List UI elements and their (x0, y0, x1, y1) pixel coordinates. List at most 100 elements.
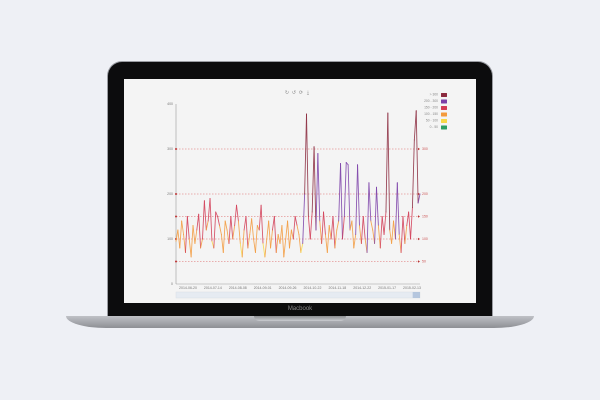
series-segment (411, 139, 415, 208)
series-segment (326, 225, 330, 253)
mark-line-arrow (418, 237, 420, 241)
series-segment (253, 238, 256, 253)
series-segment (340, 162, 343, 240)
series-segment (281, 225, 285, 258)
x-tick-label: 2014-12-22 (353, 286, 371, 290)
series-segment (289, 229, 292, 249)
series-segment (360, 216, 364, 244)
mark-line-arrow (418, 147, 420, 151)
series-segment (285, 220, 289, 240)
series-segment (294, 216, 298, 226)
series-segment (188, 238, 192, 258)
y-tick-label: 200 (167, 192, 173, 196)
series-segment (313, 146, 317, 231)
legend-swatch[interactable] (441, 106, 447, 110)
y-tick-label: 300 (167, 147, 173, 151)
y-tick-label: 400 (167, 102, 173, 106)
series-segment (319, 220, 323, 244)
series-segment (215, 211, 219, 217)
series-segment (200, 238, 203, 249)
x-tick-label: 2014-08-08 (229, 286, 247, 290)
download-icon[interactable]: ⤓ (307, 90, 310, 96)
zoom-back-icon[interactable]: ↺ (292, 90, 296, 96)
series-segment (202, 200, 205, 240)
series-segment (241, 229, 245, 258)
series-segment (410, 207, 413, 240)
legend-label: 200 - 300 (424, 99, 438, 103)
series-segment (186, 216, 190, 240)
series-segment (228, 216, 232, 244)
series-segment (341, 216, 345, 240)
series-segment (209, 198, 213, 242)
series-segment (311, 146, 315, 213)
x-tick-label: 2014-07-14 (204, 286, 222, 290)
series-segment (381, 216, 385, 235)
series-segment (355, 164, 359, 235)
series-segment (347, 164, 351, 231)
mark-line-start-dot (175, 260, 177, 263)
series-segment (302, 193, 306, 244)
series-segment (220, 234, 224, 253)
data-zoom-handle[interactable] (412, 292, 420, 298)
series-segment (345, 162, 349, 166)
mark-line-label: 200 (422, 192, 428, 196)
refresh-icon[interactable]: ⟳ (299, 90, 304, 96)
legend-swatch[interactable] (441, 125, 447, 130)
mark-line-label: 100 (422, 237, 428, 241)
series-segment (328, 225, 332, 240)
legend-swatch[interactable] (441, 93, 447, 97)
data-zoom-slider[interactable] (175, 291, 421, 299)
series-segment (338, 162, 342, 222)
series-segment (179, 220, 183, 249)
y-tick-label: 100 (167, 237, 173, 241)
series-segment (247, 234, 251, 249)
series-segment (217, 216, 220, 226)
series-segment (249, 218, 253, 235)
series-segment (366, 182, 370, 253)
series-segment (417, 193, 421, 204)
series-segment (236, 204, 239, 222)
series-segment (207, 198, 211, 222)
series-segment (254, 225, 258, 253)
series-segment (205, 220, 209, 231)
legend-swatch[interactable] (441, 99, 447, 104)
series-segment (181, 220, 185, 235)
series-segment (383, 211, 387, 235)
series-segment (270, 229, 273, 249)
series-segment (287, 220, 290, 249)
series-segment (307, 216, 311, 240)
series-segment (296, 225, 300, 235)
series-segment (266, 220, 270, 240)
legend-swatch[interactable] (441, 112, 447, 117)
series-segment (185, 216, 188, 253)
series-segment (336, 220, 340, 231)
x-tick-label: 2015-02-13 (403, 286, 421, 290)
series-segment (283, 238, 287, 258)
series-segment (394, 182, 398, 240)
series-segment (332, 216, 336, 249)
legend-swatch[interactable] (441, 119, 447, 123)
series-segment (251, 218, 255, 240)
mark-line-arrow (418, 260, 420, 263)
series-segment (317, 153, 321, 222)
laptop-notch (254, 316, 346, 321)
series-segment (237, 220, 241, 244)
series-segment (198, 213, 202, 249)
series-segment (391, 220, 394, 244)
series-segment (357, 164, 360, 226)
x-tick-label: 2014-11-18 (329, 286, 347, 290)
series-segment (368, 182, 372, 222)
series-segment (219, 225, 222, 235)
series-segment (385, 112, 389, 213)
screen (124, 79, 476, 303)
laptop-base (66, 316, 534, 328)
series-segment (370, 220, 374, 231)
legend-label: 100 - 150 (424, 112, 438, 116)
mark-line-start-dot (175, 215, 177, 218)
series-segment (292, 216, 296, 240)
series-segment (190, 225, 194, 258)
series-segment (376, 186, 379, 226)
series-segment (306, 113, 309, 217)
series-segment (196, 213, 200, 231)
restore-icon[interactable]: ↻ (285, 90, 289, 96)
